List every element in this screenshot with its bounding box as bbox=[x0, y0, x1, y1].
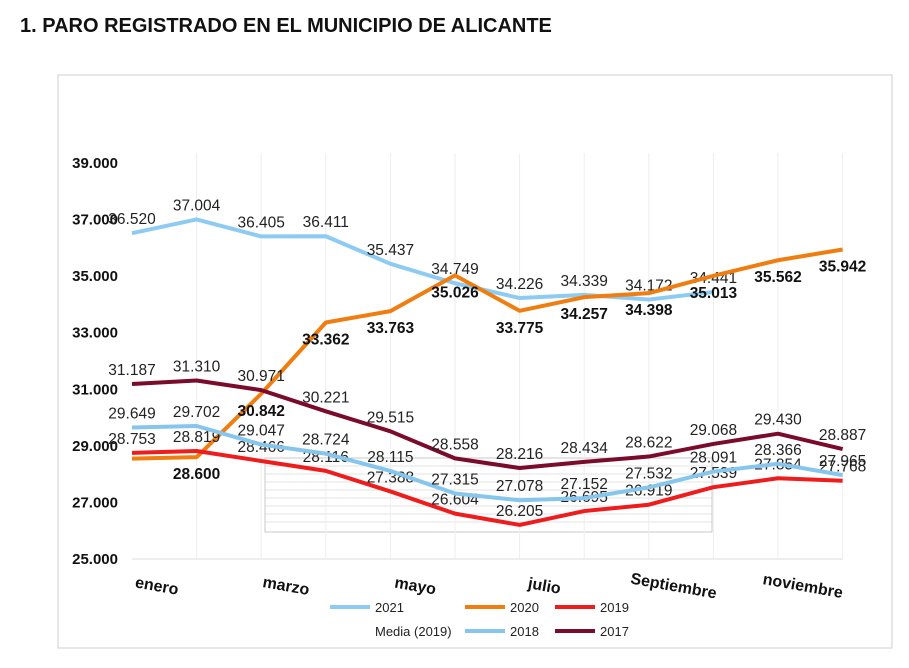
x-tick-label: enero bbox=[134, 574, 180, 598]
data-label: 30.842 bbox=[237, 403, 284, 420]
data-label: 35.013 bbox=[690, 285, 738, 302]
data-label: 28.753 bbox=[108, 431, 155, 448]
data-label: 29.047 bbox=[237, 423, 284, 440]
data-label: 36.411 bbox=[303, 214, 349, 231]
data-label: 27.965 bbox=[819, 453, 866, 470]
data-label: 28.366 bbox=[754, 442, 801, 459]
data-label: 27.315 bbox=[431, 472, 478, 489]
chart-title: 1. PARO REGISTRADO EN EL MUNICIPIO DE AL… bbox=[20, 15, 552, 37]
data-label: 29.649 bbox=[108, 405, 155, 422]
y-tick-label: 27.000 bbox=[72, 494, 118, 511]
data-label: 34.749 bbox=[431, 261, 478, 278]
data-label: 26.919 bbox=[625, 483, 672, 500]
series-line bbox=[131, 448, 843, 527]
data-label: 28.216 bbox=[496, 446, 543, 463]
data-label: 33.763 bbox=[367, 320, 415, 337]
series-line bbox=[131, 247, 843, 461]
data-label: 35.026 bbox=[431, 284, 479, 301]
data-label: 36.520 bbox=[108, 211, 156, 228]
data-label: 36.405 bbox=[237, 214, 284, 231]
legend-label: 2018 bbox=[510, 624, 539, 639]
data-label: 37.004 bbox=[173, 197, 221, 214]
data-label: 33.362 bbox=[302, 331, 349, 348]
data-label: 30.221 bbox=[302, 389, 349, 406]
legend-label: 2020 bbox=[510, 600, 539, 615]
data-label: 28.819 bbox=[173, 429, 220, 446]
y-tick-label: 37.000 bbox=[72, 212, 118, 229]
data-label: 26.205 bbox=[496, 503, 543, 520]
series-line bbox=[131, 424, 843, 503]
data-label: 30.971 bbox=[237, 368, 284, 385]
data-label: 27.078 bbox=[496, 478, 543, 495]
data-label: 29.068 bbox=[690, 422, 737, 439]
chart-frame bbox=[57, 74, 893, 649]
data-label: 27.532 bbox=[625, 465, 672, 482]
data-label: 34.226 bbox=[496, 276, 543, 293]
data-label: 28.434 bbox=[560, 440, 608, 457]
data-label: 29.515 bbox=[367, 409, 414, 426]
y-tick-label: 35.000 bbox=[72, 268, 118, 285]
data-label: 35.437 bbox=[367, 242, 414, 259]
data-label: 34.257 bbox=[560, 306, 607, 323]
y-tick-label: 29.000 bbox=[72, 438, 118, 455]
y-tick-label: 25.000 bbox=[72, 551, 118, 568]
data-label: 34.398 bbox=[625, 302, 673, 319]
legend-label: 2017 bbox=[600, 624, 629, 639]
x-tick-label: Septiembre bbox=[629, 571, 718, 603]
data-label: 28.466 bbox=[237, 439, 284, 456]
data-label: 29.702 bbox=[173, 404, 220, 421]
data-label: 28.600 bbox=[173, 466, 220, 483]
x-tick-label: noviembre bbox=[761, 571, 844, 602]
data-label: 31.187 bbox=[108, 362, 155, 379]
y-tick-label: 33.000 bbox=[72, 325, 118, 342]
legend-label: 2019 bbox=[600, 600, 629, 615]
x-tick-label: marzo bbox=[261, 574, 311, 599]
y-tick-label: 39.000 bbox=[72, 155, 118, 172]
data-label: 28.115 bbox=[367, 449, 413, 466]
series-line bbox=[131, 378, 844, 471]
legend-label: 2021 bbox=[375, 600, 404, 615]
data-label: 33.775 bbox=[496, 320, 544, 337]
data-label: 35.562 bbox=[754, 269, 801, 286]
x-tick-label: mayo bbox=[393, 575, 437, 599]
data-label: 27.152 bbox=[560, 476, 607, 493]
data-label: 28.724 bbox=[302, 432, 350, 449]
legend-label: Media (2019) bbox=[375, 624, 452, 639]
y-tick-label: 31.000 bbox=[72, 381, 118, 398]
data-label: 34.339 bbox=[560, 273, 607, 290]
data-label: 29.430 bbox=[754, 412, 802, 429]
data-label: 28.887 bbox=[819, 427, 866, 444]
data-label: 28.622 bbox=[625, 435, 672, 452]
data-label: 28.558 bbox=[431, 436, 478, 453]
data-label: 31.310 bbox=[173, 359, 221, 376]
data-label: 28.091 bbox=[690, 450, 737, 467]
x-tick-label: julio bbox=[526, 575, 563, 598]
data-label: 35.942 bbox=[819, 258, 866, 275]
series-line bbox=[131, 217, 714, 302]
